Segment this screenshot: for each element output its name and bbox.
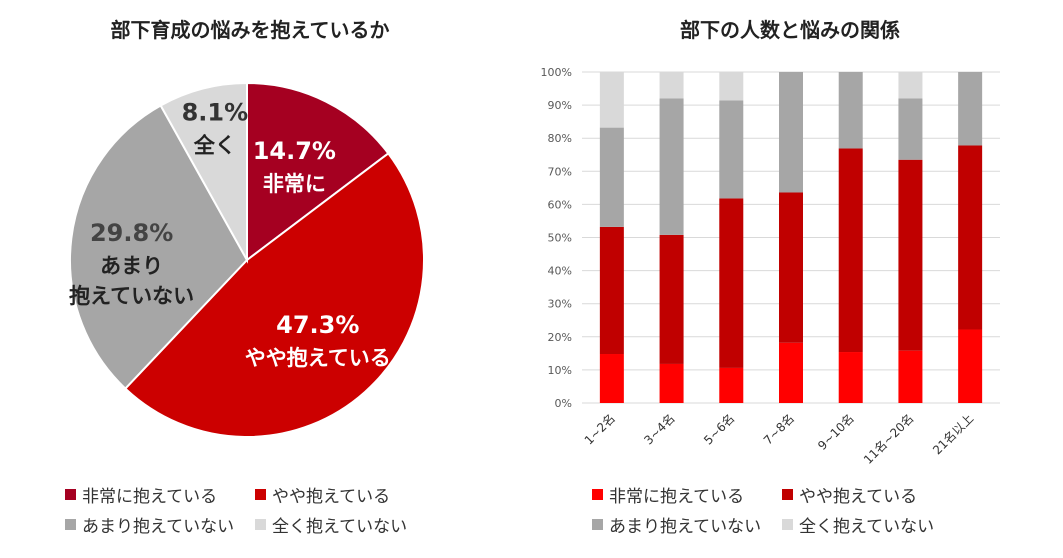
- legend-swatch: [255, 519, 266, 530]
- bar-segment: [779, 192, 803, 343]
- legend-swatch: [65, 489, 76, 500]
- legend-label: やや抱えている: [799, 487, 918, 507]
- pie-category-label: 非常に: [263, 172, 326, 196]
- bar-segment: [838, 148, 863, 353]
- legend-swatch: [592, 519, 603, 530]
- legend-label: あまり抱えていない: [609, 517, 762, 537]
- y-tick-label: 30%: [548, 298, 572, 311]
- pie-value-label: 14.7%: [253, 137, 336, 165]
- legend-label: 全く抱えていない: [799, 517, 935, 537]
- bar-segment: [898, 72, 923, 99]
- bar-segment: [599, 127, 624, 227]
- y-tick-label: 40%: [548, 265, 572, 278]
- pie-slice: [69, 104, 249, 390]
- pie-slice: [159, 81, 248, 264]
- legend-swatch: [782, 519, 793, 530]
- bar-segment: [719, 72, 744, 101]
- legend-item: やや抱えている: [782, 482, 917, 507]
- pie-category-label: 全く: [193, 134, 236, 158]
- y-tick-label: 70%: [548, 165, 572, 178]
- bar-segment: [659, 363, 684, 403]
- y-tick-label: 0%: [555, 397, 572, 410]
- bar-segment: [838, 352, 863, 403]
- pie-value-label: 8.1%: [182, 99, 249, 127]
- pie-category-label: やや抱えている: [245, 346, 391, 370]
- pie-value-label: 29.8%: [90, 219, 173, 247]
- y-tick-label: 20%: [548, 331, 572, 344]
- y-tick-label: 60%: [548, 198, 572, 211]
- bar-segment: [719, 100, 744, 199]
- pie-title: 部下育成の悩みを抱えているか: [110, 18, 390, 42]
- y-tick-label: 100%: [541, 66, 572, 79]
- legend-swatch: [255, 489, 266, 500]
- bar-title: 部下の人数と悩みの関係: [680, 18, 900, 42]
- legend-swatch: [592, 489, 603, 500]
- legend-label: あまり抱えていない: [82, 517, 235, 537]
- bar-segment: [659, 234, 684, 364]
- legend-label: やや抱えている: [272, 487, 391, 507]
- x-tick-label: 21名以上: [929, 411, 976, 458]
- bar-segment: [779, 72, 803, 193]
- bar-segment: [599, 354, 624, 403]
- bar-segment: [599, 226, 624, 355]
- pie-slice: [123, 152, 425, 438]
- y-tick-label: 50%: [548, 232, 572, 245]
- legend-label: 非常に抱えている: [609, 487, 745, 507]
- legend-item: 全く抱えていない: [782, 512, 934, 537]
- y-tick-label: 90%: [548, 99, 572, 112]
- legend-label: 全く抱えていない: [272, 517, 408, 537]
- pie-category-label: 抱えていない: [69, 284, 194, 308]
- bar-segment: [599, 72, 624, 128]
- legend-item: 非常に抱えている: [592, 482, 744, 507]
- legend-swatch: [782, 489, 793, 500]
- bar-segment: [719, 198, 744, 368]
- pie-slice: [246, 81, 390, 263]
- bar-segment: [898, 159, 923, 351]
- legend-item: やや抱えている: [255, 482, 390, 507]
- bar-segment: [898, 350, 923, 403]
- legend-item: あまり抱えていない: [592, 512, 761, 537]
- bar-segment: [659, 72, 684, 99]
- legend-label: 非常に抱えている: [82, 487, 218, 507]
- bar-segment: [898, 98, 923, 160]
- legend-swatch: [65, 519, 76, 530]
- bar-segment: [779, 342, 803, 403]
- bar-segment: [958, 145, 983, 330]
- pie-category-label: あまり: [100, 254, 163, 278]
- x-tick-label: 9~10名: [814, 411, 856, 453]
- y-tick-label: 10%: [548, 364, 572, 377]
- y-tick-label: 80%: [548, 132, 572, 145]
- legend-item: あまり抱えていない: [65, 512, 234, 537]
- x-tick-label: 11名~20名: [860, 411, 916, 467]
- bar-segment: [838, 72, 863, 149]
- bar-segment: [958, 72, 983, 146]
- x-tick-label: 3~4名: [641, 411, 678, 448]
- legend-item: 全く抱えていない: [255, 512, 407, 537]
- bar-segment: [659, 98, 684, 235]
- bar-segment: [958, 329, 983, 403]
- x-tick-label: 5~6名: [700, 411, 737, 448]
- x-tick-label: 1~2名: [581, 411, 618, 448]
- legend-item: 非常に抱えている: [65, 482, 217, 507]
- pie-value-label: 47.3%: [276, 311, 359, 339]
- bar-segment: [719, 367, 744, 403]
- x-tick-label: 7~8名: [760, 411, 797, 448]
